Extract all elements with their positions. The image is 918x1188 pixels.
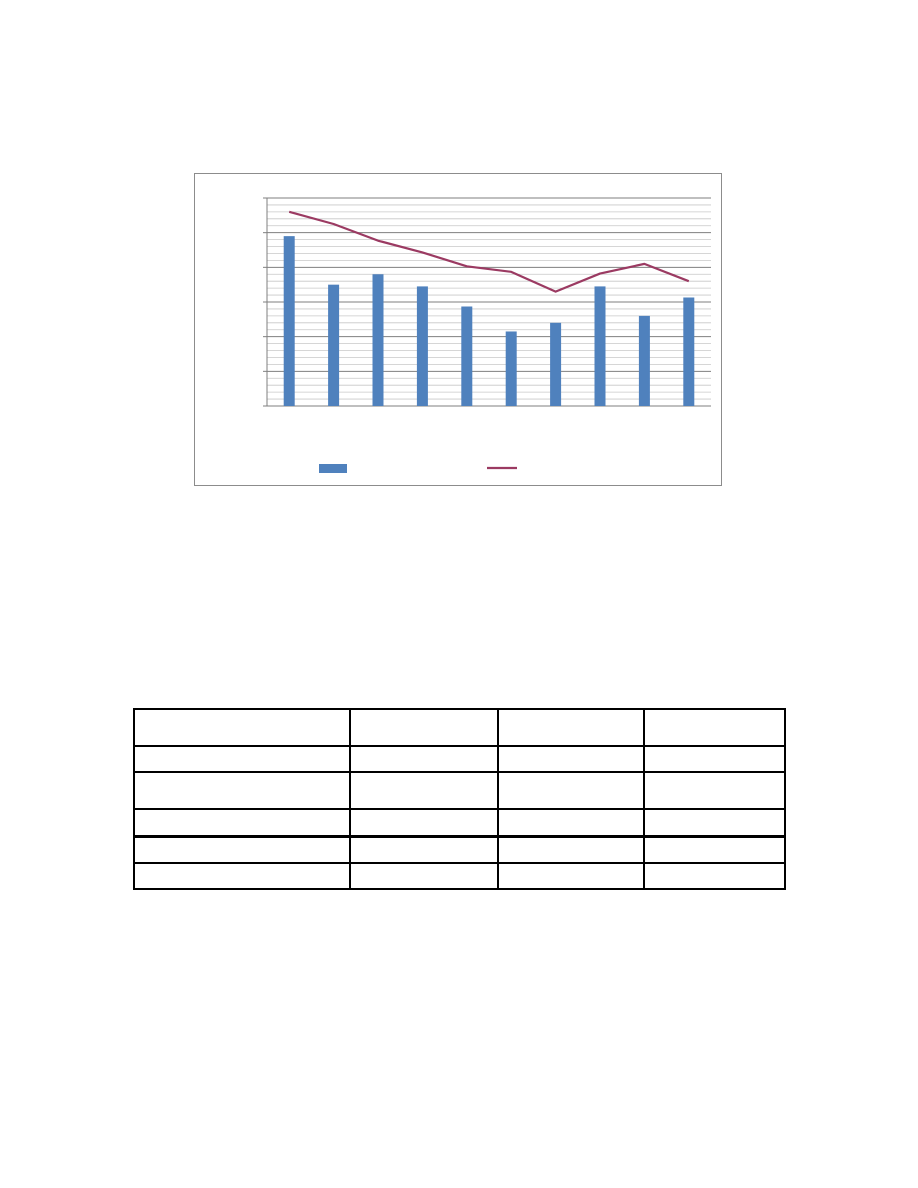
table-cell	[497, 862, 645, 890]
table-row	[133, 808, 786, 837]
table-row	[133, 834, 786, 864]
table-cell	[643, 708, 786, 747]
table-row	[133, 862, 786, 890]
table-cell	[349, 808, 499, 837]
legend-bar-swatch	[319, 464, 347, 473]
table-cell	[133, 708, 351, 747]
bar	[594, 286, 606, 406]
bar	[683, 297, 695, 406]
bar	[550, 322, 562, 406]
table-cell	[497, 708, 645, 747]
table-cell	[497, 808, 645, 837]
bar	[328, 284, 340, 406]
bar	[505, 331, 517, 406]
chart-frame	[194, 173, 722, 486]
combo-chart	[263, 197, 711, 473]
series-line	[288, 210, 690, 293]
table-cell	[497, 834, 645, 864]
table-cell	[643, 771, 786, 810]
table-cell	[643, 862, 786, 890]
bar	[372, 274, 384, 406]
bar	[416, 286, 428, 406]
table-cell	[349, 745, 499, 773]
table-cell	[133, 771, 351, 810]
table-cell	[643, 745, 786, 773]
table-cell	[643, 834, 786, 864]
table-cell	[497, 745, 645, 773]
table-cell	[349, 771, 499, 810]
table-row	[133, 771, 786, 810]
table-cell	[497, 771, 645, 810]
table-row	[133, 745, 786, 773]
table-cell	[643, 808, 786, 837]
bar	[461, 306, 473, 406]
table-cell	[133, 862, 351, 890]
table-row	[133, 708, 786, 747]
table-cell	[349, 708, 499, 747]
table-cell	[349, 862, 499, 890]
bar	[283, 236, 295, 406]
bar	[638, 315, 650, 406]
table-cell	[349, 834, 499, 864]
data-table	[133, 708, 786, 890]
table-cell	[133, 808, 351, 837]
table-cell	[133, 745, 351, 773]
table-cell	[133, 834, 351, 864]
